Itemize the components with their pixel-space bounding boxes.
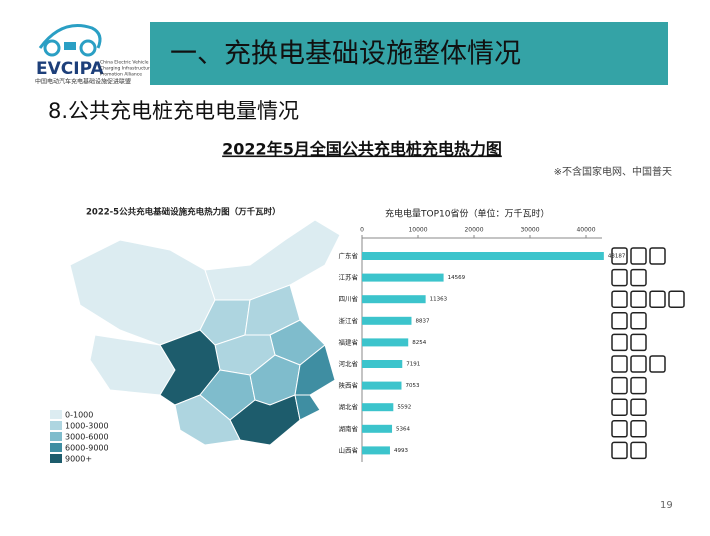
legend-label: 1000-3000 [65, 422, 109, 431]
y-tick-label: 浙江省 [339, 316, 359, 325]
region [174, 394, 241, 446]
header-title: 一、充换电基础设施整体情况 [170, 39, 521, 70]
x-tick-label: 30000 [520, 227, 539, 234]
icons [611, 247, 685, 460]
value-label: 8837 [415, 318, 429, 324]
heading: 2022年5月全国公共充电桩充电热力图 [222, 140, 502, 159]
value-label: 5592 [397, 405, 411, 411]
legend-swatch [50, 443, 62, 452]
charger-icon [611, 247, 628, 265]
logo-wheel [79, 39, 97, 57]
logo-text: EVCIPA [36, 59, 104, 79]
map-title: 2022-5公共充电基础设施充电热力图（万千瓦时） [86, 207, 281, 218]
legend-label: 6000-9000 [65, 444, 109, 453]
chart-title: 充电电量TOP10省份（单位：万千瓦时） [385, 208, 549, 220]
charger-icon [630, 290, 647, 308]
bar [362, 381, 402, 390]
logo-subtitle: Promotion Alliance [100, 72, 142, 78]
bar [362, 252, 604, 260]
value-label: 14569 [448, 275, 466, 281]
legend-label: 9000+ [65, 455, 92, 464]
value-label: 5364 [396, 426, 410, 432]
charger-icon [630, 398, 647, 416]
page-number: 19 [660, 500, 673, 511]
region [294, 394, 321, 421]
charger-icon [630, 312, 647, 330]
legend-swatch [50, 421, 62, 430]
bar [362, 424, 393, 433]
charger-icon [630, 355, 647, 373]
value-label: 11363 [430, 297, 448, 303]
charger-icon [611, 333, 628, 352]
logo-arc [38, 24, 102, 49]
x-tick-label: 20000 [464, 227, 483, 234]
charger-icon [611, 312, 628, 330]
legend-label: 3000-6000 [65, 433, 109, 442]
y-tick-label: 湖南省 [339, 424, 359, 433]
bar [362, 295, 426, 304]
x-tick-label: 40000 [576, 227, 595, 234]
bar [362, 338, 409, 347]
value-label: 43187 [608, 254, 626, 260]
charger-icon [630, 268, 647, 287]
logo [38, 24, 102, 57]
charger-icon [611, 420, 628, 438]
value-label: 7191 [406, 362, 420, 368]
legend-swatch [50, 410, 62, 419]
region [294, 344, 336, 396]
bar [362, 316, 412, 325]
bar [362, 446, 390, 455]
logo-subtitle-cn: 中国电动汽车充电基础设施促进联盟 [35, 78, 131, 86]
bar [362, 403, 394, 412]
y-tick-label: 湖北省 [339, 402, 359, 411]
y-tick-label: 福建省 [339, 337, 359, 346]
logo-plug [64, 42, 76, 50]
charger-icon [611, 290, 628, 308]
charger-icon [611, 376, 628, 395]
y-tick-label: 四川省 [339, 294, 359, 303]
charger-icon [630, 441, 647, 460]
y-tick-label: 陕西省 [339, 381, 359, 390]
y-tick-label: 江苏省 [339, 273, 359, 282]
charger-icon [649, 247, 666, 265]
bar-chart: 0 10000 20000 30000 40000 广东省 43187 江苏省 14569 四川省… [339, 227, 626, 462]
value-label: 8254 [412, 340, 426, 346]
logo-subtitle: Charging Infrastructure [100, 66, 153, 72]
charger-icon [630, 420, 647, 438]
map-legend: 0-1000 1000-3000 3000-6000 6000-9000 9000+ [50, 410, 109, 464]
legend-swatch [50, 454, 62, 463]
logo-wheel [43, 39, 61, 57]
charger-icon [630, 333, 647, 352]
charger-icon [649, 355, 666, 373]
x-tick-label: 0 [360, 227, 364, 234]
charger-icon [611, 398, 628, 416]
value-label: 4993 [394, 448, 408, 454]
x-tick-label: 10000 [408, 227, 427, 234]
y-tick-label: 山西省 [339, 445, 359, 454]
map [69, 219, 341, 446]
charger-icon [668, 290, 685, 308]
y-tick-label: 广东省 [339, 251, 359, 260]
legend-swatch [50, 432, 62, 441]
bar [362, 273, 444, 282]
charger-icon [630, 376, 647, 395]
charger-icon [649, 290, 666, 308]
value-label: 7053 [405, 383, 419, 389]
y-tick-label: 河北省 [339, 359, 359, 368]
bar [362, 360, 403, 368]
note: ※不含国家电网、中国普天 [554, 165, 672, 178]
charger-icon [611, 441, 628, 460]
section-title: 8.公共充电桩充电电量情况 [48, 99, 299, 123]
charger-icon [630, 247, 647, 265]
header-bar [150, 22, 668, 85]
charger-icon [611, 268, 628, 287]
logo-subtitle: China Electric Vehicle [100, 60, 149, 66]
legend-label: 0-1000 [65, 411, 93, 420]
charger-icon [611, 355, 628, 373]
